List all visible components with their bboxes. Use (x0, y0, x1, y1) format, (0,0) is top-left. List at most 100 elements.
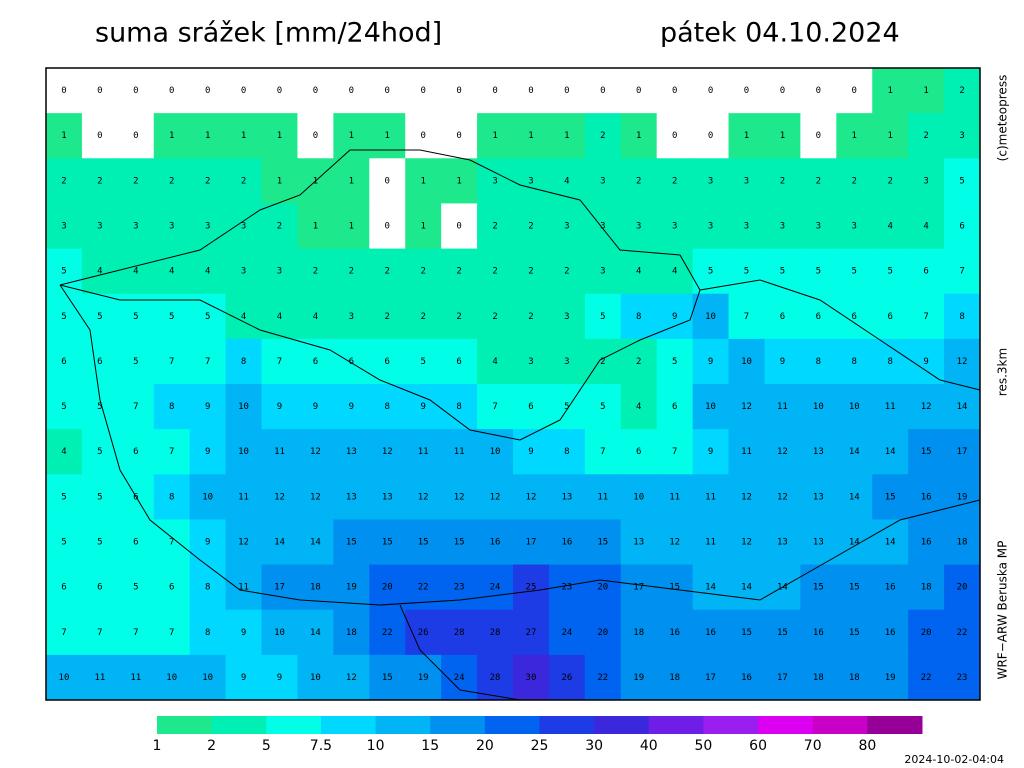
precip-value: 5 (564, 402, 569, 412)
precip-value: 2 (456, 312, 461, 322)
precip-value: 9 (708, 357, 713, 367)
precip-cell (153, 68, 191, 114)
precip-cell (836, 338, 873, 385)
precip-value: 1 (277, 131, 282, 141)
precip-value: 2 (420, 312, 425, 322)
precip-cell (872, 113, 909, 159)
precip-value: 0 (816, 86, 821, 96)
precip-value: 3 (600, 267, 605, 277)
precip-cell (117, 429, 155, 475)
precip-cell (908, 609, 945, 656)
precip-value: 6 (672, 402, 677, 412)
legend-label: 80 (858, 738, 876, 754)
precip-value: 12 (777, 447, 788, 457)
precip-value: 7 (169, 628, 174, 638)
precip-cell (620, 654, 658, 701)
precip-value: 12 (741, 492, 752, 502)
precip-cell (261, 68, 298, 114)
precip-cell (836, 203, 873, 250)
precip-value: 3 (205, 222, 210, 232)
precip-value: 1 (887, 86, 892, 96)
precip-value: 0 (241, 86, 246, 96)
precip-cell (620, 564, 658, 611)
legend-label: 60 (749, 738, 767, 754)
precip-cell (153, 203, 191, 250)
precip-cell (81, 564, 119, 611)
precip-cell (584, 609, 622, 656)
precip-cell (333, 293, 370, 340)
precip-value: 5 (97, 447, 102, 457)
precip-cell (117, 338, 155, 385)
precip-value: 17 (633, 583, 644, 593)
precip-cell (81, 384, 119, 430)
precip-cell (620, 519, 658, 566)
precip-cell (764, 158, 801, 204)
precip-value: 3 (564, 312, 569, 322)
precip-value: 10 (849, 402, 860, 412)
precip-cell (369, 609, 406, 656)
precip-value: 14 (849, 447, 860, 457)
precip-cell (81, 429, 119, 475)
precip-value: 6 (923, 267, 928, 277)
precip-cell (405, 429, 442, 475)
precip-value: 14 (310, 628, 321, 638)
precip-cell (908, 113, 945, 159)
precip-cell (656, 474, 694, 520)
precip-cell (944, 654, 981, 701)
precip-value: 28 (490, 628, 501, 638)
precip-cell (944, 564, 981, 611)
precip-cell (117, 519, 155, 566)
precip-value: 30 (526, 673, 537, 683)
precip-value: 19 (957, 492, 968, 502)
precip-value: 6 (61, 583, 66, 593)
precip-value: 8 (169, 402, 174, 412)
precip-value: 14 (849, 538, 860, 548)
precip-value: 5 (708, 267, 713, 277)
precip-cell (692, 113, 730, 159)
precip-value: 16 (813, 628, 824, 638)
precip-cell (46, 654, 83, 701)
precip-cell (692, 68, 730, 114)
precip-cell (656, 293, 694, 340)
precip-value: 1 (420, 176, 425, 186)
precip-value: 9 (923, 357, 928, 367)
precip-value: 5 (97, 312, 102, 322)
precip-value: 0 (420, 86, 425, 96)
precip-cell (728, 654, 765, 701)
precip-cell (153, 429, 191, 475)
precip-value: 15 (597, 538, 608, 548)
precip-value: 15 (849, 583, 860, 593)
precip-cell (477, 203, 514, 250)
precip-cell (692, 338, 730, 385)
precip-cell (225, 158, 263, 204)
precip-value: 20 (957, 583, 968, 593)
precip-cell (548, 654, 586, 701)
precip-cell (261, 338, 298, 385)
precip-value: 2 (672, 176, 677, 186)
precip-value: 18 (310, 583, 321, 593)
precip-cell (117, 203, 155, 250)
precip-cell (944, 609, 981, 656)
precip-cell (225, 654, 263, 701)
precip-value: 0 (313, 86, 318, 96)
precip-cell (189, 654, 227, 701)
precip-cell (872, 609, 909, 656)
precip-value: 5 (61, 267, 66, 277)
precip-cell (261, 474, 298, 520)
precip-cell (261, 519, 298, 566)
precip-cell (548, 293, 586, 340)
precip-value: 11 (418, 447, 429, 457)
precip-value: 14 (885, 447, 896, 457)
precip-value: 6 (133, 492, 138, 502)
precip-value: 7 (133, 628, 138, 638)
precip-value: 3 (97, 222, 102, 232)
precip-value: 5 (600, 312, 605, 322)
borders (59, 149, 981, 701)
precip-value: 11 (777, 402, 788, 412)
precip-values: 0 0 0 0 0 0 0 0 0 0 0 0 0 0 0 0 0 0 0 0 0 0 0 1 1 21 0 0 1 1 1 1 0 1 1 0 0 1 1… (59, 86, 968, 683)
map-frame (45, 67, 981, 701)
precip-value: 8 (636, 312, 641, 322)
precip-value: 8 (887, 357, 892, 367)
precip-cell (369, 429, 406, 475)
precip-value: 5 (959, 176, 964, 186)
